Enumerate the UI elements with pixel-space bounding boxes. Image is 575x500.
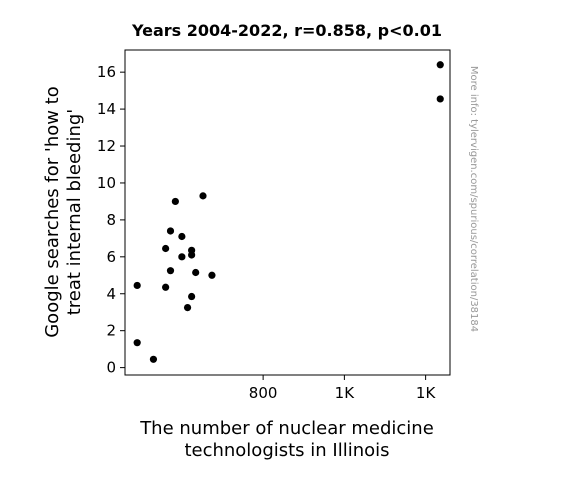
x-axis-label-line-1: The number of nuclear medicine — [139, 418, 434, 439]
data-point — [208, 271, 216, 279]
y-tick-label: 12 — [97, 137, 116, 155]
y-tick-label: 2 — [106, 322, 116, 340]
data-point — [178, 232, 186, 241]
x-axis-label-line-2: technologists in Illinois — [184, 440, 389, 461]
y-tick-label: 6 — [106, 248, 116, 266]
data-point — [192, 268, 200, 277]
watermark-text: More info: tylervigen.com/spurious/corre… — [468, 66, 479, 332]
data-point — [166, 227, 175, 235]
y-tick-label: 0 — [106, 359, 116, 377]
data-point — [188, 251, 196, 259]
axis-ticks: 800 1K 1K 0 2 4 6 8 10 12 14 16 — [97, 63, 437, 402]
x-tick-label: 1K — [335, 384, 356, 402]
chart-title: Years 2004-2022, r=0.858, p<0.01 — [131, 21, 442, 40]
data-point — [133, 281, 141, 290]
y-tick-label: 14 — [97, 100, 116, 118]
y-tick-label: 8 — [106, 211, 116, 229]
x-tick-label: 800 — [249, 384, 278, 402]
data-point — [436, 61, 444, 69]
data-point — [166, 267, 175, 275]
y-tick-label: 4 — [106, 285, 116, 303]
plot-frame — [124, 49, 451, 376]
data-point — [149, 355, 158, 363]
y-axis-label-line-1: Google searches for 'how to — [42, 86, 63, 338]
data-point — [162, 244, 170, 253]
data-point — [188, 292, 196, 301]
data-point — [171, 197, 179, 206]
data-point — [178, 253, 186, 261]
y-axis-label-line-2: treat internal bleeding' — [64, 109, 85, 316]
data-point — [436, 95, 444, 103]
data-points — [133, 61, 444, 363]
data-point — [162, 283, 170, 291]
data-point — [133, 339, 141, 347]
data-point — [199, 192, 207, 200]
y-tick-label: 16 — [97, 63, 116, 81]
y-tick-label: 10 — [97, 174, 116, 192]
data-point — [183, 303, 192, 312]
x-tick-label: 1K — [416, 384, 437, 402]
